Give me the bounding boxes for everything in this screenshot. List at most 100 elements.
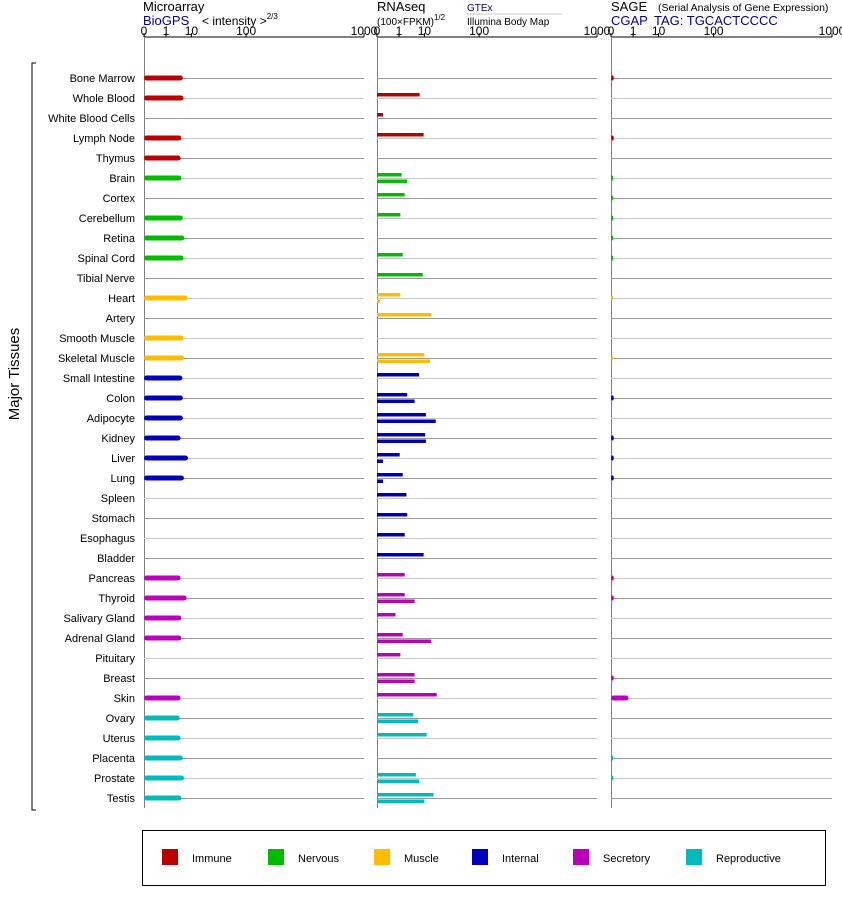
bodymap-bar	[377, 419, 436, 423]
sage-bar	[611, 595, 614, 601]
gtex-bar	[377, 273, 423, 277]
microarray-bar	[144, 695, 181, 701]
legend-label-immune: Immune	[192, 853, 232, 865]
tissue-label: Uterus	[103, 733, 136, 745]
tissue-label: Cerebellum	[79, 213, 135, 225]
tissue-label: Thyroid	[98, 593, 135, 605]
bodymap-bar	[377, 359, 431, 363]
bodymap-bar	[377, 439, 426, 443]
microarray-unit-prefix: < intensity >	[202, 14, 267, 28]
tissue-label: Spleen	[101, 493, 135, 505]
legend-label-nervous: Nervous	[298, 853, 339, 865]
microarray-bar	[144, 75, 183, 81]
microarray-bar	[144, 415, 183, 421]
legend-swatch-muscle	[374, 849, 390, 865]
sage-bar	[611, 435, 614, 441]
sage-bar	[611, 695, 629, 701]
microarray-bar	[144, 475, 184, 481]
microarray-bar	[144, 355, 184, 361]
microarray-unit-exponent: 2/3	[267, 12, 279, 21]
microarray-tick-label: 100	[236, 24, 256, 38]
gtex-bar	[377, 353, 425, 357]
sage-tick-label: 10	[652, 24, 666, 38]
sage-tick-label: 100	[704, 24, 724, 38]
gtex-bar	[377, 613, 396, 617]
tissue-label: Adrenal Gland	[65, 633, 135, 645]
tissue-label: Salivary Gland	[63, 613, 135, 625]
microarray-bar	[144, 175, 182, 181]
legend-label-secretory: Secretory	[603, 853, 651, 865]
legend-label-internal: Internal	[502, 853, 539, 865]
microarray-bar	[144, 215, 183, 221]
tissue-label: Artery	[106, 313, 136, 325]
gtex-bar	[377, 413, 426, 417]
gtex-bar	[377, 693, 437, 697]
tissue-label: Bladder	[97, 553, 135, 565]
microarray-bar	[144, 295, 188, 301]
microarray-tick-label: 1	[163, 24, 170, 38]
tissue-label: Ovary	[106, 713, 136, 725]
gtex-bar	[377, 253, 403, 257]
bodymap-bar	[377, 639, 432, 643]
gtex-bar	[377, 633, 403, 637]
microarray-tick-label: 10	[185, 24, 199, 38]
gtex-bar	[377, 393, 408, 397]
microarray-bar	[144, 455, 188, 461]
microarray-bar	[144, 375, 183, 381]
rnaseq-unit-exponent: 1/2	[434, 13, 446, 22]
rnaseq-tick-label: 1000	[584, 24, 611, 38]
legend-label-reproductive: Reproductive	[716, 853, 781, 865]
rnaseq-tick-label: 0	[374, 24, 381, 38]
microarray-tick-label: 1000	[351, 24, 378, 38]
tissue-label: Brain	[109, 173, 135, 185]
gtex-bar	[377, 373, 420, 377]
tissue-label: Lymph Node	[73, 133, 135, 145]
sage-tick-label: 0	[608, 24, 615, 38]
microarray-unit-label: < intensity >2/3	[202, 12, 278, 28]
microarray-bar	[144, 435, 181, 441]
sage-bar	[611, 395, 614, 401]
tissue-label: Small Intestine	[63, 373, 135, 385]
gtex-bar	[377, 673, 415, 677]
sage-bar	[611, 455, 614, 461]
tissue-label: Colon	[106, 393, 135, 405]
gtex-bar	[377, 553, 424, 557]
sage-source: CGAP	[611, 13, 648, 28]
legend-swatch-nervous	[268, 849, 284, 865]
gtex-bar	[377, 433, 426, 437]
tissue-label: Smooth Muscle	[59, 333, 135, 345]
microarray-bar	[144, 635, 182, 641]
bodymap-bar	[377, 799, 425, 803]
legend-label-muscle: Muscle	[404, 853, 439, 865]
tissue-label: White Blood Cells	[48, 113, 135, 125]
tissue-label: Stomach	[92, 513, 135, 525]
sage-tick-label: 1000	[819, 24, 842, 38]
bodymap-bar	[377, 179, 408, 183]
gtex-bar	[377, 293, 401, 297]
tissue-label: Adipocyte	[87, 413, 135, 425]
gtex-bar	[377, 773, 416, 777]
sage-title: SAGE	[611, 0, 647, 14]
sage-bar	[611, 75, 614, 81]
tissue-label: Retina	[103, 233, 136, 245]
sage-bar	[611, 775, 614, 781]
rnaseq-tick-label: 1	[396, 24, 403, 38]
sage-bar	[611, 355, 613, 361]
tissue-label: Prostate	[94, 773, 135, 785]
sage-tick-label: 1	[630, 24, 637, 38]
rnaseq-unit-label: (100×FPKM)1/2	[377, 13, 446, 28]
tissue-label: Tibial Nerve	[77, 273, 135, 285]
gtex-bar	[377, 653, 401, 657]
gtex-bar	[377, 473, 403, 477]
tissue-label: Esophagus	[80, 533, 136, 545]
gtex-bar	[377, 453, 400, 457]
y-axis-label: Major Tissues	[6, 328, 23, 421]
bodymap-bar	[377, 479, 383, 483]
rnaseq-tick-label: 100	[469, 24, 489, 38]
tissue-label: Placenta	[92, 753, 136, 765]
rnaseq-source-gtex: GTEx	[467, 3, 493, 14]
tissue-label: Heart	[108, 293, 135, 305]
sage-bar	[611, 575, 614, 581]
rnaseq-title: RNAseq	[377, 0, 425, 14]
